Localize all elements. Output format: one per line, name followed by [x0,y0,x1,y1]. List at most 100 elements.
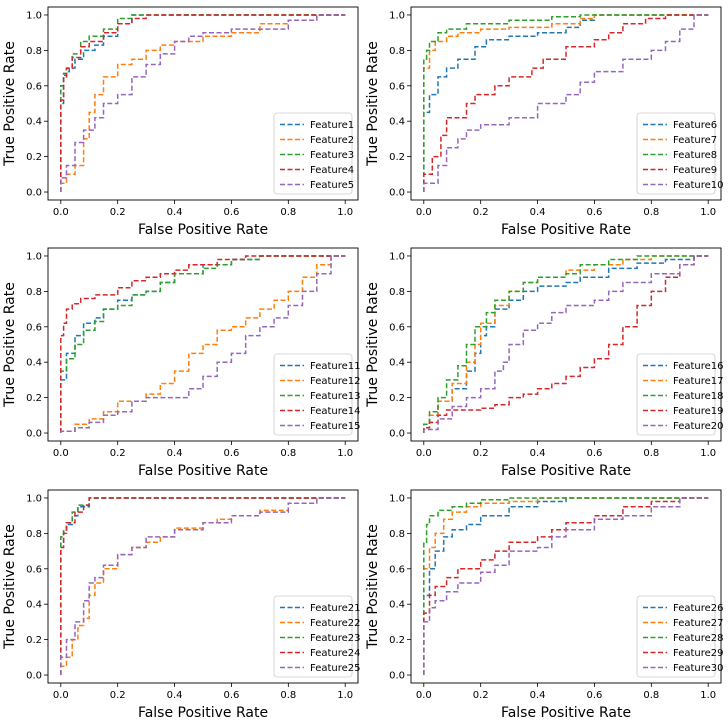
y-tick-label: 0.2 [389,393,405,404]
roc-panel: 0.0 0.2 0.4 0.6 0.8 1.0 0.0 0.2 0.4 0.6 0.8 1.0 Fals… [2,247,361,479]
legend: Feature16 Feature17 Feature18 Feature19 Feat… [636,353,724,436]
x-tick-label: 0.6 [586,690,602,701]
x-axis-label: False Positive Rate [501,222,631,238]
y-tick-label: 0.2 [26,635,42,646]
y-tick-label: 0.0 [389,671,405,682]
roc-curve-feature25 [60,497,346,675]
y-axis-label: True Positive Rate [2,41,18,167]
x-tick-label: 0.0 [416,690,432,701]
roc-panel: 0.0 0.2 0.4 0.6 0.8 1.0 0.0 0.2 0.4 0.6 0.8 1.0 Fals… [365,6,724,238]
x-tick-label: 0.8 [643,448,659,459]
y-axis-label: True Positive Rate [365,282,381,408]
roc-curve-feature4 [60,14,346,192]
legend-box [636,595,716,678]
roc-curves [60,14,346,192]
axes-frame [410,247,722,442]
y-tick-label: 0.8 [389,287,405,298]
y-tick-label: 0.8 [26,529,42,540]
y-tick-label: 0.2 [389,152,405,163]
roc-curve-feature7 [423,14,709,192]
x-tick-label: 0.6 [223,690,239,701]
x-tick-label: 0.0 [416,448,432,459]
x-tick-label: 0.6 [223,448,239,459]
roc-curve-feature26 [423,497,709,675]
legend-label: Feature24 [310,648,361,659]
x-axis-label: False Positive Rate [501,705,631,721]
legend-label: Feature9 [673,165,717,176]
roc-curve-feature20 [423,255,709,433]
y-tick-label: 1.0 [26,10,42,21]
legend-label: Feature11 [310,361,361,372]
roc-curve-feature10 [423,14,709,192]
roc-curve-feature21 [60,497,346,675]
y-tick-label: 1.0 [389,10,405,21]
roc-curve-feature15 [60,255,346,433]
y-tick-label: 0.6 [389,81,405,92]
legend-label: Feature3 [310,150,354,161]
y-tick-label: 0.0 [389,429,405,440]
x-tick-label: 1.0 [337,448,353,459]
legend-label: Feature19 [673,406,724,417]
x-tick-label: 0.2 [110,690,126,701]
x-tick-label: 0.4 [530,690,546,701]
y-axis-label: True Positive Rate [2,282,18,408]
x-axis-label: False Positive Rate [138,222,268,238]
legend: Feature1 Feature2 Feature3 Feature4 Feature5 [273,112,354,195]
axes-frame [410,489,722,684]
y-tick-label: 0.2 [26,393,42,404]
roc-curve-feature28 [423,497,709,675]
legend-label: Feature16 [673,361,724,372]
y-tick-label: 0.4 [26,358,42,369]
y-axis-label: True Positive Rate [365,524,381,650]
legend-box [273,112,353,195]
x-tick-label: 1.0 [337,207,353,218]
roc-curves [423,14,709,192]
x-tick-label: 0.8 [280,207,296,218]
roc-curves [423,497,709,675]
roc-curve-feature27 [423,497,709,675]
x-axis-label: False Positive Rate [138,463,268,479]
legend-box [636,353,716,436]
legend-label: Feature13 [310,391,361,402]
legend-label: Feature1 [310,120,354,131]
roc-panel: 0.0 0.2 0.4 0.6 0.8 1.0 0.0 0.2 0.4 0.6 0.8 1.0 Fals… [2,489,361,721]
y-tick-label: 0.4 [26,117,42,128]
x-tick-label: 0.6 [223,207,239,218]
roc-curve-feature30 [423,497,709,675]
roc-curve-feature24 [60,497,346,675]
x-tick-label: 0.0 [53,207,69,218]
legend-label: Feature5 [310,180,354,191]
y-tick-label: 0.2 [26,152,42,163]
axes-frame [47,247,359,442]
roc-curve-feature14 [60,255,346,433]
legend-box [273,595,353,678]
x-axis-label: False Positive Rate [138,705,268,721]
legend-label: Feature10 [673,180,724,191]
x-tick-label: 1.0 [700,690,716,701]
y-axis-label: True Positive Rate [365,41,381,167]
y-tick-label: 0.8 [26,287,42,298]
roc-curve-feature13 [60,255,346,433]
y-tick-label: 0.0 [26,188,42,199]
legend-label: Feature7 [673,135,717,146]
legend-label: Feature8 [673,150,717,161]
y-tick-label: 0.4 [389,600,405,611]
legend-label: Feature30 [673,663,724,674]
legend-label: Feature12 [310,376,361,387]
y-tick-label: 0.6 [26,564,42,575]
x-tick-label: 0.8 [280,690,296,701]
y-tick-label: 0.4 [389,358,405,369]
legend-label: Feature20 [673,421,724,432]
y-tick-label: 0.6 [26,322,42,333]
x-tick-label: 0.8 [280,448,296,459]
x-tick-label: 0.0 [53,448,69,459]
legend-label: Feature18 [673,391,724,402]
legend: Feature11 Feature12 Feature13 Feature14 Feat… [273,353,361,436]
roc-panel: 0.0 0.2 0.4 0.6 0.8 1.0 0.0 0.2 0.4 0.6 0.8 1.0 Fals… [2,6,359,238]
roc-curve-feature12 [60,255,346,433]
y-tick-label: 0.4 [389,117,405,128]
legend: Feature21 Feature22 Feature23 Feature24 Feat… [273,595,361,678]
legend-box [636,112,716,195]
x-tick-label: 0.2 [473,207,489,218]
